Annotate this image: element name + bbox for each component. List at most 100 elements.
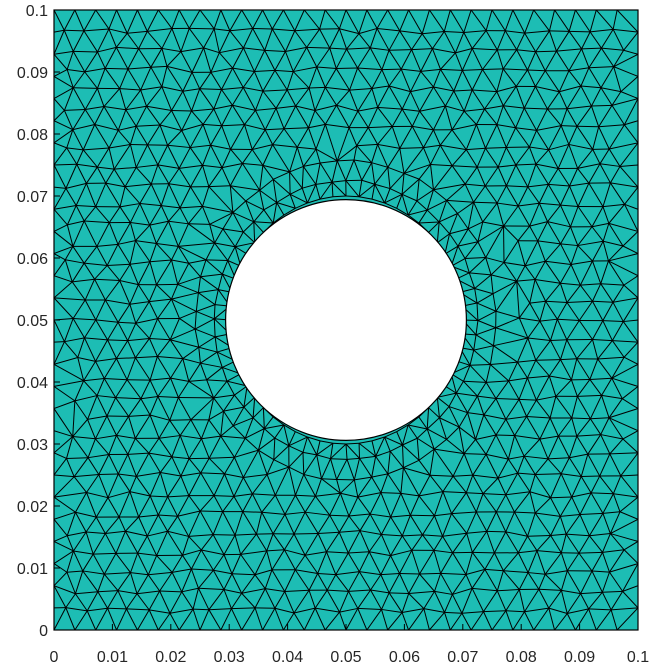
mesh-edge — [420, 48, 433, 72]
mesh-edge — [128, 416, 136, 439]
mesh-edge — [85, 166, 98, 184]
mesh-edge — [576, 379, 591, 397]
mesh-edge — [319, 181, 333, 200]
mesh-edge — [426, 428, 447, 440]
mesh-edge — [535, 359, 561, 361]
mesh-edge — [495, 380, 510, 399]
mesh-edge — [66, 51, 74, 70]
mesh-edge — [570, 245, 579, 265]
mesh-edge — [534, 261, 546, 280]
mesh-edge — [575, 608, 590, 630]
mesh-edge — [293, 607, 316, 614]
mesh-edge — [200, 472, 225, 475]
mesh-edge — [274, 70, 288, 91]
mesh-edge — [104, 280, 121, 301]
mesh-edge — [147, 530, 168, 537]
mesh-edge — [463, 453, 474, 476]
mesh-edge — [433, 86, 446, 107]
mesh-edge — [462, 68, 483, 71]
mesh-edge — [623, 98, 638, 126]
mesh-edge — [288, 466, 296, 496]
mesh-edge — [103, 553, 117, 575]
mesh-edge — [235, 242, 255, 248]
mesh-edge — [54, 518, 68, 537]
mesh-edge — [188, 534, 214, 537]
mesh-edge — [579, 512, 603, 516]
mesh-edge — [623, 49, 638, 55]
mesh-edge — [396, 431, 403, 446]
mesh-edge — [517, 472, 531, 493]
mesh-edge — [472, 48, 498, 51]
mesh-edge — [218, 30, 231, 53]
mesh-edge — [570, 264, 581, 286]
mesh-edge — [592, 240, 604, 262]
mesh-edge — [126, 357, 136, 380]
mesh-edge — [295, 87, 310, 107]
mesh-edge — [335, 552, 349, 575]
mesh-edge — [324, 611, 340, 630]
mesh-edge — [170, 358, 184, 379]
mesh-edge — [157, 355, 183, 360]
mesh-edge — [84, 262, 108, 266]
mesh-edge — [421, 10, 430, 34]
mesh-edge — [303, 10, 320, 30]
mesh-edge — [264, 424, 284, 430]
mesh-edge — [118, 516, 126, 532]
mesh-edge — [54, 10, 65, 31]
mesh-edge — [191, 47, 205, 73]
mesh-edge — [213, 28, 220, 53]
mesh-edge — [401, 535, 413, 551]
mesh-edge — [147, 555, 158, 575]
mesh-edge — [129, 491, 140, 518]
mesh-edge — [95, 206, 110, 223]
mesh-edge — [515, 107, 525, 128]
mesh-edge — [578, 535, 590, 554]
mesh-edge — [223, 410, 234, 427]
mesh-edge — [602, 533, 611, 553]
mesh-edge — [619, 166, 638, 188]
mesh-edge — [84, 319, 97, 339]
mesh-edge — [622, 585, 638, 592]
mesh-edge — [222, 228, 236, 248]
mesh-edge — [471, 569, 486, 589]
mesh-edge — [588, 47, 602, 68]
mesh-edge — [514, 511, 528, 537]
mesh-edge — [212, 570, 225, 590]
mesh-edge — [548, 359, 561, 377]
mesh-edge — [230, 148, 243, 164]
mesh-edge — [472, 587, 498, 592]
mesh-edge — [419, 550, 435, 575]
mesh-edge — [505, 589, 520, 611]
mesh-edge — [54, 400, 76, 410]
mesh-edge — [266, 474, 276, 496]
mesh-edge — [602, 590, 623, 593]
mesh-edge — [127, 30, 148, 34]
mesh-edge — [190, 186, 203, 207]
mesh-edge — [423, 608, 430, 630]
mesh-edge — [221, 167, 231, 186]
mesh-edge — [560, 125, 570, 145]
mesh-edge — [547, 435, 559, 460]
mesh-edge — [515, 127, 530, 148]
mesh-edge — [306, 46, 330, 49]
mesh-edge — [477, 320, 496, 329]
mesh-edge — [54, 120, 74, 131]
mesh-edge — [116, 608, 127, 630]
mesh-edge — [502, 105, 517, 129]
mesh-edge — [98, 473, 119, 476]
mesh-edge — [271, 10, 284, 30]
mesh-edge — [569, 30, 591, 33]
mesh-edge — [264, 49, 286, 52]
mesh-edge — [148, 590, 161, 611]
mesh-edge — [66, 570, 83, 573]
mesh-edge — [381, 609, 389, 630]
mesh-edge — [399, 10, 410, 32]
mesh-edge — [613, 66, 622, 92]
mesh-edge — [97, 166, 115, 170]
mesh-edge — [545, 570, 568, 575]
mesh-edge — [74, 10, 85, 32]
mesh-edge — [190, 419, 202, 439]
mesh-edge — [368, 534, 382, 553]
mesh-edge — [150, 66, 163, 87]
mesh-edge — [452, 587, 473, 595]
